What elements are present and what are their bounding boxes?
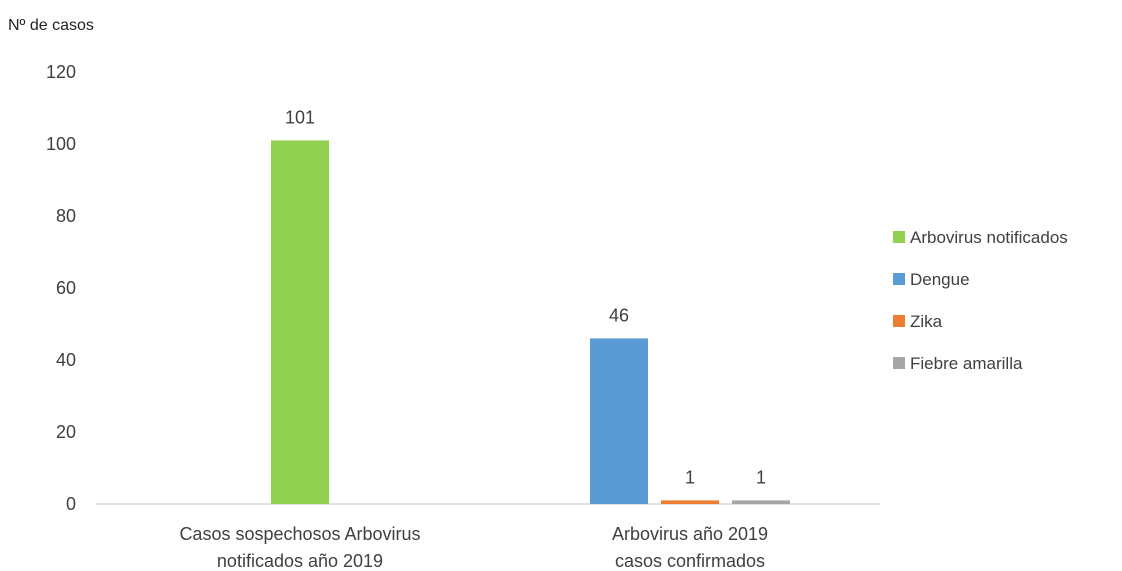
x-category-label: Casos sospechosos Arbovirus bbox=[179, 524, 420, 544]
x-category-label: Arbovirus año 2019 bbox=[612, 524, 768, 544]
legend-swatch bbox=[893, 357, 905, 369]
y-tick-label: 20 bbox=[56, 422, 76, 442]
y-tick-label: 120 bbox=[46, 62, 76, 82]
bar-arbovirus-notificados bbox=[271, 140, 329, 504]
y-tick-label: 60 bbox=[56, 278, 76, 298]
bar-fiebre-amarilla bbox=[732, 500, 790, 504]
x-category-label: casos confirmados bbox=[615, 551, 765, 571]
y-axis-ticks: 0 20 40 60 80 100 120 bbox=[46, 62, 76, 514]
data-label: 1 bbox=[685, 467, 695, 487]
y-tick-label: 40 bbox=[56, 350, 76, 370]
x-axis-categories: Casos sospechosos Arbovirus notificados a… bbox=[179, 524, 768, 571]
legend-swatch bbox=[893, 273, 905, 285]
data-label: 46 bbox=[609, 305, 629, 325]
legend-label: Arbovirus notificados bbox=[910, 228, 1068, 247]
y-tick-label: 80 bbox=[56, 206, 76, 226]
y-tick-label: 100 bbox=[46, 134, 76, 154]
x-category-label: notificados año 2019 bbox=[217, 551, 383, 571]
data-label: 1 bbox=[756, 467, 766, 487]
bars bbox=[271, 140, 790, 504]
y-tick-label: 0 bbox=[66, 494, 76, 514]
data-label: 101 bbox=[285, 107, 315, 127]
legend-label: Zika bbox=[910, 312, 943, 331]
legend: Arbovirus notificados Dengue Zika Fiebre am… bbox=[893, 228, 1068, 373]
legend-swatch bbox=[893, 315, 905, 327]
legend-label: Fiebre amarilla bbox=[910, 354, 1023, 373]
data-labels: 101 46 1 1 bbox=[285, 107, 766, 487]
bar-dengue bbox=[590, 338, 648, 504]
y-axis-title: Nº de casos bbox=[8, 17, 94, 34]
legend-swatch bbox=[893, 231, 905, 243]
legend-label: Dengue bbox=[910, 270, 970, 289]
bar-zika bbox=[661, 500, 719, 504]
